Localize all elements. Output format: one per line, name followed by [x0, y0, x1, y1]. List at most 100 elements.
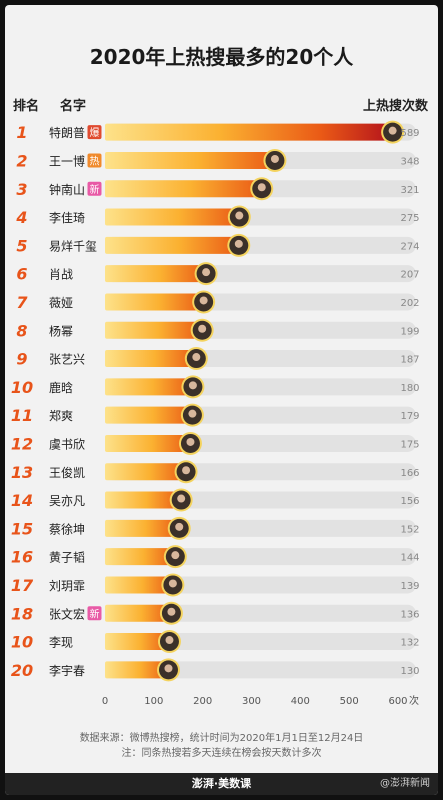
rank-label: 18 — [11, 604, 33, 623]
rank-column-header: 排名 — [13, 99, 40, 114]
count-column-header: 上热搜次数 — [362, 99, 428, 114]
bar — [105, 519, 180, 537]
value-label: 199 — [400, 326, 419, 337]
value-label: 144 — [400, 553, 419, 564]
value-label: 166 — [400, 468, 419, 479]
rank-label: 2 — [16, 151, 27, 170]
bar — [105, 378, 193, 396]
rank-label: 15 — [11, 519, 33, 538]
name-label: 王俊凯 — [49, 465, 85, 480]
x-tick-label: 600 — [388, 696, 407, 705]
bar-track — [105, 661, 416, 679]
avatar-face — [192, 353, 201, 362]
name-label: 李现 — [49, 635, 73, 650]
avatar-face — [235, 211, 244, 220]
name-label: 郑爽 — [49, 408, 73, 423]
avatar-face — [168, 579, 177, 588]
name-label: 李佳琦 — [49, 210, 85, 225]
name-label: 张文宏 — [49, 606, 85, 621]
x-tick-label: 0 — [102, 696, 108, 705]
badge-label: 热 — [90, 154, 100, 167]
avatar-face — [177, 494, 186, 503]
x-tick-label: 500 — [340, 696, 359, 705]
badge-label: 爆 — [90, 127, 100, 139]
brand-logo-text: 澎湃·美数课 — [191, 777, 252, 790]
value-label: 130 — [400, 666, 419, 677]
counting-note: 注：同条热搜若多天连续在榜会按天数计多次 — [121, 748, 322, 759]
value-label: 175 — [400, 439, 419, 450]
badge — [87, 606, 102, 621]
value-label: 132 — [400, 638, 419, 649]
name-label: 易烊千玺 — [49, 239, 97, 253]
name-label: 李宇春 — [49, 663, 85, 678]
avatar-face — [198, 324, 207, 333]
x-tick-label: 400 — [291, 696, 310, 705]
rank-label: 12 — [11, 434, 33, 453]
rank-label: 10 — [11, 378, 33, 397]
rank-label: 3 — [16, 180, 27, 199]
value-label: 274 — [400, 241, 419, 252]
value-label: 589 — [400, 128, 419, 139]
name-label: 吴亦凡 — [49, 493, 85, 508]
rank-label: 17 — [11, 576, 34, 595]
rank-label: 5 — [16, 236, 27, 255]
x-tick-label: 300 — [242, 696, 261, 705]
avatar-face — [186, 437, 195, 446]
bar — [105, 208, 240, 226]
badge — [87, 181, 102, 196]
value-label: 156 — [400, 496, 419, 507]
bar-track — [105, 604, 416, 622]
value-label: 275 — [400, 213, 419, 224]
rank-label: 1 — [16, 123, 27, 142]
rank-label: 16 — [11, 548, 33, 567]
bar — [105, 123, 393, 141]
name-label: 虞书欣 — [49, 437, 85, 451]
avatar-face — [165, 636, 174, 645]
name-label: 薇娅 — [49, 296, 73, 310]
avatar-face — [188, 409, 197, 418]
bar — [105, 151, 275, 169]
avatar-face — [175, 522, 184, 531]
rank-label: 10 — [11, 633, 33, 652]
bar — [105, 406, 193, 424]
x-tick-label: 100 — [144, 696, 163, 705]
bar — [105, 604, 172, 622]
rank-label: 14 — [11, 491, 33, 510]
bar-chart: 1 特朗普爆 589 2 王一博热 348 3 钟南山新 321 4 李佳琦 275 5 易烊千玺 274 6… — [11, 120, 420, 705]
avatar-face — [199, 296, 208, 305]
name-label: 杨幂 — [49, 323, 73, 338]
chart-card: 2020年上热搜最多的20个人 排名 名字 上热搜次数 1 特朗普爆 589 2 王一博… — [5, 5, 438, 795]
avatar-face — [171, 551, 180, 560]
name-label: 刘玥霏 — [49, 579, 85, 593]
rank-label: 8 — [16, 321, 27, 340]
brand-bar: 澎湃·美数课 @澎湃新闻 — [5, 773, 438, 795]
bar — [105, 576, 173, 594]
name-column-header: 名字 — [60, 99, 87, 114]
bar — [105, 434, 191, 452]
name-label: 黄子韬 — [49, 551, 85, 565]
avatar-face — [234, 239, 243, 248]
bar — [105, 350, 197, 368]
value-label: 179 — [400, 411, 419, 422]
bar — [105, 293, 204, 311]
avatar-face — [202, 268, 211, 277]
value-label: 348 — [400, 156, 419, 167]
value-label: 202 — [400, 298, 419, 309]
bar — [105, 491, 182, 509]
rank-label: 13 — [11, 463, 33, 482]
rank-label: 6 — [16, 265, 27, 284]
name-label: 王一博 — [49, 153, 85, 168]
badge — [87, 125, 102, 140]
value-label: 187 — [400, 355, 419, 366]
footer-notes: 数据来源：微博热搜榜，统计时间为2020年1月1日至12月24日 注：同条热搜若… — [5, 731, 438, 761]
bar — [105, 661, 169, 679]
avatar-face — [270, 154, 279, 163]
avatar-face — [257, 183, 266, 192]
avatar-face — [167, 607, 176, 616]
bar — [105, 321, 203, 339]
avatar-face — [164, 664, 173, 673]
name-label: 张艺兴 — [49, 353, 85, 367]
name-label: 钟南山 — [49, 182, 85, 197]
bar-track — [105, 633, 416, 651]
value-label: 152 — [400, 524, 419, 535]
